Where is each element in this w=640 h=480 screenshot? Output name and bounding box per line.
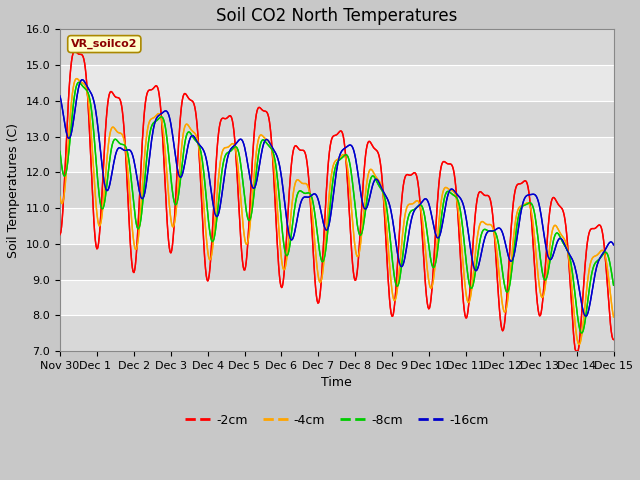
Legend: -2cm, -4cm, -8cm, -16cm: -2cm, -4cm, -8cm, -16cm [180, 409, 494, 432]
Text: VR_soilco2: VR_soilco2 [71, 39, 138, 49]
Bar [60, 136, 614, 172]
Bar [60, 315, 614, 351]
Bar [60, 244, 614, 279]
X-axis label: Time: Time [321, 376, 352, 389]
Bar [60, 172, 614, 208]
Bar [60, 29, 614, 65]
Bar [60, 65, 614, 101]
Bar [60, 208, 614, 244]
Y-axis label: Soil Temperatures (C): Soil Temperatures (C) [7, 123, 20, 258]
Bar [60, 101, 614, 136]
Bar [60, 279, 614, 315]
Title: Soil CO2 North Temperatures: Soil CO2 North Temperatures [216, 7, 458, 25]
